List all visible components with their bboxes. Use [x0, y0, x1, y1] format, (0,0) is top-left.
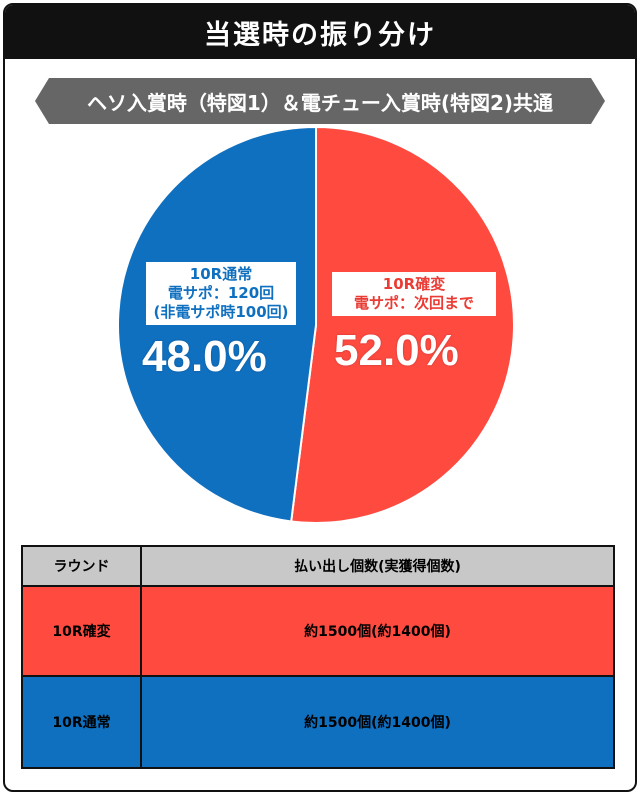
pie-chart-svg [117, 125, 515, 524]
page-title: 当選時の振り分け [5, 5, 635, 59]
slice-label-line: 電サポ：120回 [167, 284, 275, 302]
slice-label-10r-kakuhen: 10R確変 電サポ：次回まで [332, 272, 496, 316]
slice-label-line: 10R確変 [382, 275, 446, 293]
slice-label-line: 10R通常 [189, 265, 253, 283]
round-cell: 10R通常 [21, 675, 142, 769]
column-header-round: ラウンド [21, 545, 142, 587]
round-cell: 10R確変 [21, 585, 142, 677]
table-row: 10R確変 約1500個(約1400個) [21, 585, 615, 677]
pie-slice-0 [290, 125, 515, 524]
slice-percent-10r-normal: 48.0% [142, 332, 267, 381]
pie-chart [116, 125, 516, 525]
subtitle-banner: ヘソ入賞時（特図1）＆電チュー入賞時(特図2)共通 [35, 78, 605, 124]
table-row: 10R通常 約1500個(約1400個) [21, 675, 615, 769]
slice-label-line: 電サポ：次回まで [353, 294, 474, 312]
payout-cell: 約1500個(約1400個) [140, 675, 615, 769]
slice-label-line: (非電サポ時100回) [153, 303, 289, 321]
column-header-payout: 払い出し個数(実獲得個数) [140, 545, 615, 587]
payout-table: ラウンド 払い出し個数(実獲得個数) 10R確変 約1500個(約1400個) … [21, 545, 615, 769]
slice-percent-10r-kakuhen: 52.0% [334, 326, 459, 375]
table-header-row: ラウンド 払い出し個数(実獲得個数) [21, 545, 615, 587]
payout-cell: 約1500個(約1400個) [140, 585, 615, 677]
slice-label-10r-normal: 10R通常 電サポ：120回 (非電サポ時100回) [146, 262, 296, 325]
